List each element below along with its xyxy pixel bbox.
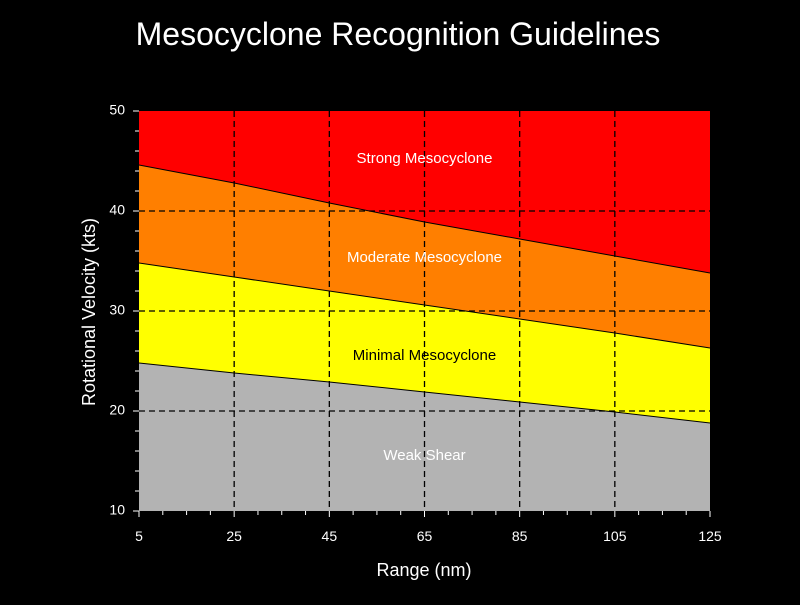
y-tick-label-50: 50 <box>109 102 125 118</box>
region-label-strong-mesocyclone: Strong Mesocyclone <box>357 150 493 167</box>
x-tick-label-5: 5 <box>135 528 143 544</box>
y-axis-label: Rotational Velocity (kts) <box>79 218 99 406</box>
x-tick-label-125: 125 <box>698 528 722 544</box>
x-axis-label: Range (nm) <box>376 560 471 580</box>
x-tick-labels: 5 25 45 65 85 105 125 <box>135 528 722 544</box>
axis-ticks <box>133 110 711 517</box>
region-label-minimal-mesocyclone: Minimal Mesocyclone <box>353 347 496 364</box>
y-tick-label-10: 10 <box>109 502 125 518</box>
region-labels: Weak Shear Minimal Mesocyclone Moderate Me… <box>347 150 502 464</box>
boundary-line-2 <box>138 262 711 349</box>
boundary-line-1 <box>138 362 711 424</box>
x-tick-label-25: 25 <box>226 528 242 544</box>
x-tick-label-45: 45 <box>322 528 338 544</box>
chart-title: Mesocyclone Recognition Guidelines <box>136 16 661 52</box>
y-tick-label-20: 20 <box>109 402 125 418</box>
boundary-lines <box>138 164 711 424</box>
y-tick-labels: 10 20 30 40 50 <box>109 102 125 518</box>
region-label-moderate-mesocyclone: Moderate Mesocyclone <box>347 249 502 266</box>
region-label-weak-shear: Weak Shear <box>383 447 465 464</box>
y-tick-label-30: 30 <box>109 302 125 318</box>
boundary-line-3 <box>138 164 711 274</box>
y-tick-label-40: 40 <box>109 202 125 218</box>
x-tick-label-65: 65 <box>417 528 433 544</box>
x-tick-label-105: 105 <box>603 528 627 544</box>
x-tick-label-85: 85 <box>512 528 528 544</box>
grid-lines <box>139 111 710 511</box>
